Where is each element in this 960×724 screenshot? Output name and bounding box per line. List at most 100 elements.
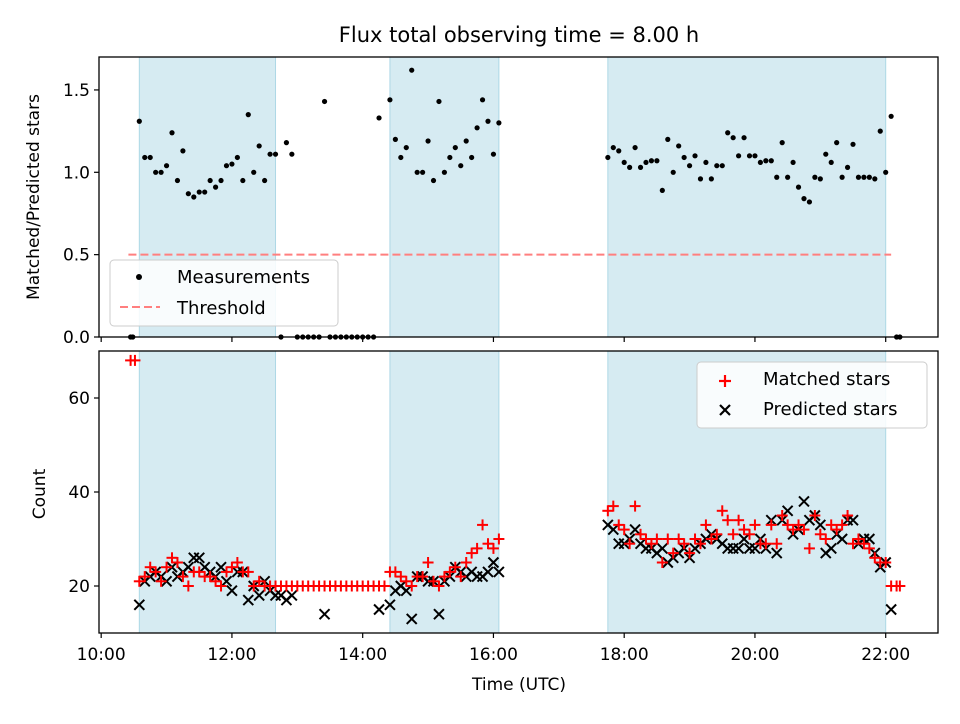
measurement-point — [648, 158, 655, 164]
matched-star-point — [673, 533, 685, 545]
measurement-point — [632, 144, 638, 151]
predicted-marker-stroke — [242, 594, 254, 606]
matched-star-point — [471, 542, 483, 554]
matched-star-point — [776, 510, 788, 521]
matched-star-point — [477, 519, 489, 531]
matched-star-point — [417, 571, 429, 583]
predicted-marker-stroke — [629, 523, 641, 536]
predicted-star-point — [825, 542, 837, 555]
measurement-point — [256, 143, 262, 149]
matched-star-point — [493, 533, 505, 545]
matched-star-point — [215, 580, 227, 592]
x-tick-label: 16:00 — [469, 645, 518, 665]
legend-measurements-marker — [136, 274, 142, 280]
predicted-star-point — [749, 542, 761, 555]
measurement-point — [436, 98, 442, 105]
matched-star-point — [825, 519, 837, 531]
measurement-point — [801, 196, 807, 202]
measurement-point — [234, 154, 240, 161]
measurement-point — [616, 148, 622, 154]
predicted-marker-stroke — [395, 580, 407, 592]
matched-star-point — [842, 510, 854, 521]
measurement-point — [686, 163, 693, 169]
matched-star-point — [602, 505, 614, 517]
measurement-point — [676, 143, 682, 149]
matched-star-point — [193, 566, 205, 578]
matched-star-point — [635, 528, 647, 540]
measurement-point — [245, 112, 251, 118]
y-tick-label: 40 — [68, 483, 90, 503]
measurement-point — [774, 174, 780, 180]
matched-star-point — [422, 557, 434, 568]
measurement-point — [681, 154, 687, 161]
predicted-marker-stroke — [482, 566, 494, 578]
matched-star-point — [863, 542, 875, 554]
predicted-star-point — [863, 533, 876, 545]
measurement-point — [430, 177, 437, 184]
predicted-star-point — [215, 561, 227, 573]
matched-star-point — [733, 514, 745, 526]
measurement-point — [272, 151, 279, 157]
predicted-marker-stroke — [406, 613, 418, 625]
measurement-point — [409, 67, 415, 73]
predicted-marker-stroke — [493, 566, 505, 578]
predicted-star-point — [133, 599, 146, 611]
measurement-point — [719, 163, 725, 169]
matched-star-point — [133, 575, 145, 587]
x-tick-label: 20:00 — [730, 645, 779, 665]
measurement-point — [703, 159, 709, 166]
measurement-point — [883, 169, 889, 175]
matched-star-point — [858, 538, 870, 550]
predicted-star-point — [781, 505, 794, 517]
matched-star-point — [607, 500, 619, 512]
predicted-star-point — [487, 556, 500, 569]
matched-star-point — [220, 566, 232, 578]
matched-star-point — [738, 524, 750, 536]
matched-star-point — [144, 561, 156, 573]
measurement-point — [229, 161, 235, 167]
matched-star-point — [820, 533, 832, 545]
predicted-marker-stroke — [198, 561, 211, 573]
measurement-point — [452, 144, 458, 151]
matched-star-point — [455, 571, 467, 583]
predicted-star-point — [384, 599, 396, 611]
predicted-star-point — [771, 547, 783, 559]
x-tick-label: 18:00 — [600, 645, 649, 665]
matched-star-point — [129, 354, 141, 366]
matched-star-point — [487, 542, 499, 554]
measurement-point — [207, 177, 213, 184]
matched-star-point — [177, 571, 189, 583]
measurement-point — [262, 177, 268, 184]
matched-star-point — [210, 575, 222, 587]
matched-star-point — [749, 519, 761, 531]
predicted-star-point — [732, 542, 745, 555]
measurement-point — [654, 158, 660, 164]
predicted-marker-stroke — [215, 561, 227, 573]
bottom-legend: Matched stars Predicted stars — [696, 361, 928, 429]
top-x-ticks — [100, 337, 887, 342]
matched-star-point — [852, 533, 864, 545]
measurement-point — [169, 130, 175, 136]
matched-star-point — [667, 547, 679, 559]
predicted-marker-stroke — [384, 599, 396, 611]
matched-star-point — [171, 557, 183, 568]
measurement-point — [136, 118, 142, 124]
matched-star-point — [694, 538, 706, 550]
y-tick-label: 1.0 — [63, 163, 90, 183]
measurement-point — [736, 153, 742, 159]
matched-star-point — [651, 533, 663, 545]
predicted-marker-stroke — [400, 584, 412, 597]
top-axes-frame — [98, 56, 939, 338]
measurement-point — [746, 153, 753, 159]
measurement-point — [267, 151, 273, 157]
matched-star-point — [613, 519, 625, 531]
measurement-point — [665, 136, 671, 142]
measurement-point — [223, 163, 230, 169]
predicted-marker-stroke — [781, 505, 794, 517]
top-y-ticks: 0.0 0.5 1.0 1.5 — [63, 81, 99, 348]
matched-star-point — [765, 519, 777, 531]
measurement-point — [692, 153, 698, 159]
measurement-point — [153, 169, 159, 175]
measurement-point — [414, 169, 420, 175]
